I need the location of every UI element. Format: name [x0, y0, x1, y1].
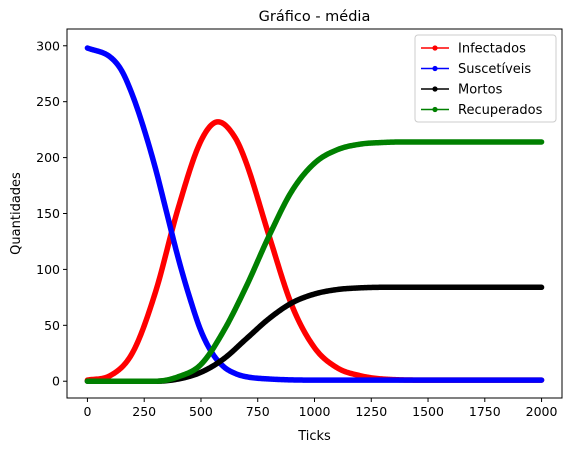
legend-label: Infectados [458, 42, 526, 57]
legend-label: Recuperados [458, 103, 543, 118]
x-tick-label: 500 [189, 404, 213, 419]
series-layer [84, 45, 545, 384]
x-tick-label: 1250 [355, 404, 387, 419]
x-tick-label: 0 [83, 404, 91, 419]
legend-box [414, 34, 557, 123]
y-axis: 0 50 100 150 200 250 300 [36, 38, 67, 389]
legend-label: Suscetíveis [458, 62, 531, 77]
legend-marker [432, 65, 438, 72]
legend-marker [432, 106, 438, 113]
y-tick-label: 300 [36, 38, 60, 53]
y-axis-title: Quantidades [9, 172, 24, 255]
legend-marker [432, 45, 438, 51]
x-tick-label: 1000 [299, 404, 331, 419]
x-tick-label: 750 [246, 404, 270, 419]
y-tick-label: 100 [36, 262, 60, 277]
legend: Infectados Suscetíveis Mortos Recuperados [414, 34, 557, 123]
x-tick-label: 1750 [469, 404, 501, 419]
series-line-recuperados [84, 139, 545, 384]
legend-label: Mortos [458, 83, 503, 98]
series-line-mortos [84, 284, 545, 384]
y-tick-label: 50 [44, 318, 60, 333]
x-axis-title: Ticks [297, 429, 331, 444]
legend-marker [432, 86, 438, 92]
chart-title: Gráfico - média [259, 9, 371, 25]
y-tick-label: 250 [36, 94, 60, 109]
series-line-suscetíveis [84, 45, 545, 383]
x-tick-label: 1500 [412, 404, 444, 419]
x-axis: 0 250 500 750 1000 1250 1500 1750 2000 [83, 398, 558, 419]
y-tick-label: 200 [36, 150, 60, 165]
x-tick-label: 250 [132, 404, 156, 419]
y-tick-label: 0 [52, 374, 60, 389]
x-tick-label: 2000 [526, 404, 558, 419]
y-tick-label: 150 [36, 206, 60, 221]
